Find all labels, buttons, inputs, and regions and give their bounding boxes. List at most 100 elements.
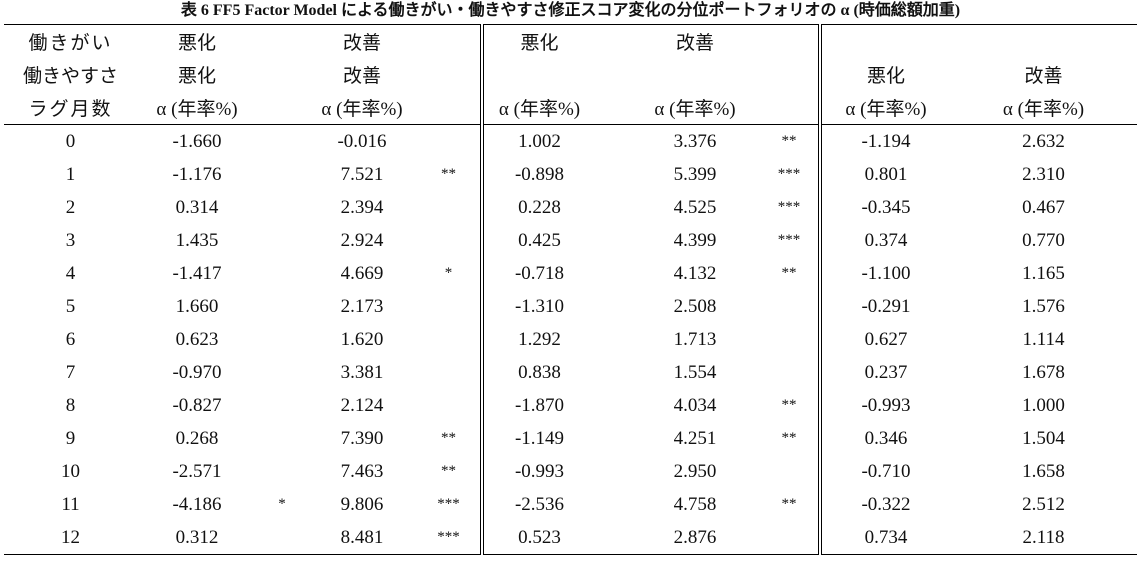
g2-right-header: 改善 (630, 24, 760, 58)
sig-c-cell (595, 257, 630, 290)
header-row-hatarakiyasusa: 働きやすさ 悪化 改善 悪化 改善 (4, 58, 1137, 91)
alpha-a-cell: -1.176 (172, 163, 222, 185)
g3-left-header (820, 24, 950, 58)
alpha-a-cell: -1.417 (172, 262, 222, 284)
sig-d-cell: *** (760, 224, 822, 257)
sig-a-cell (257, 125, 307, 159)
alpha-e-cell: 0.346 (864, 427, 908, 449)
alpha-c-cell: -0.898 (514, 163, 565, 185)
table-body: 0 -1.660 -0.016 1.002 3.376 ** -1.194 2.632 1 -1.… (4, 124, 1137, 555)
table-row: 0 -1.660 -0.016 1.002 3.376 ** -1.194 2.632 (4, 124, 1137, 159)
table-row: 1 -1.176 7.521 ** -0.898 5.399 *** 0.801 2.310 (4, 158, 1137, 191)
alpha-a-cell: -0.970 (172, 361, 222, 383)
sig-d-cell: ** (760, 124, 822, 158)
alpha-b-cell: -0.016 (337, 130, 387, 152)
lag-cell: 10 (61, 460, 80, 482)
lag-cell: 9 (65, 427, 76, 449)
table-row: 8 -0.827 2.124 -1.870 4.034 ** -0.993 1.000 (4, 389, 1137, 422)
table-row: 4 -1.417 4.669 * -0.718 4.132 ** -1.100 1.165 (4, 257, 1137, 290)
lag-cell: 7 (65, 361, 76, 383)
alpha-c-cell: -0.993 (514, 460, 565, 482)
sig-a-cell (257, 521, 307, 555)
lag-cell: 5 (65, 295, 76, 317)
alpha-c-cell: 0.425 (518, 229, 561, 251)
alpha-b-cell: 9.806 (340, 493, 384, 515)
alpha-b-cell: 4.669 (340, 262, 384, 284)
sig-d-cell: ** (760, 488, 822, 521)
alpha-e-cell: 0.237 (864, 361, 908, 383)
sig-d-cell: *** (760, 158, 822, 191)
g3-left-header-2: 悪化 (866, 66, 905, 87)
g3-right-header-2: 改善 (1024, 66, 1063, 87)
alpha-f-cell: 1.658 (1022, 460, 1065, 482)
alpha-c-cell: 1.292 (518, 328, 561, 350)
alpha-a-cell: -0.827 (172, 394, 222, 416)
sig-b-cell (417, 191, 484, 224)
alpha-e-cell: 0.801 (864, 163, 908, 185)
g1-right-header: 改善 (307, 24, 417, 58)
alpha-table: 働きがい 悪化 改善 悪化 改善 働きやすさ 悪化 改善 悪化 改善 ラ (4, 24, 1137, 555)
sig-a-cell (257, 158, 307, 191)
sig-c-cell (595, 290, 630, 323)
lag-cell: 8 (65, 394, 76, 416)
lag-cell: 4 (65, 262, 76, 284)
sig-a-cell (257, 455, 307, 488)
sig-b-cell (417, 224, 484, 257)
lag-cell: 12 (4, 521, 137, 555)
sig-b-cell: ** (417, 455, 484, 488)
sig-c-cell (595, 191, 630, 224)
alpha-f-cell: 1.678 (1022, 361, 1065, 383)
sig-d-cell (760, 521, 822, 555)
g2-left-header: 悪化 (482, 24, 595, 58)
g1-left-header-2: 悪化 (177, 66, 216, 87)
table-row: 5 1.660 2.173 -1.310 2.508 -0.291 1.576 (4, 290, 1137, 323)
sig-b-cell (417, 124, 484, 158)
sig-d-cell: ** (760, 257, 822, 290)
table-row: 3 1.435 2.924 0.425 4.399 *** 0.374 0.770 (4, 224, 1137, 257)
alpha-a-cell: 0.314 (175, 196, 219, 218)
alpha-a-cell: -1.660 (172, 130, 222, 152)
alpha-f-cell: 1.576 (1022, 295, 1065, 317)
alpha-b-cell: 8.481 (307, 521, 417, 555)
table-row: 7 -0.970 3.381 0.838 1.554 0.237 1.678 (4, 356, 1137, 389)
alpha-e-cell: 0.734 (820, 521, 950, 555)
alpha-c-cell: 0.228 (518, 196, 561, 218)
alpha-b-cell: 2.924 (340, 229, 384, 251)
alpha-header-a: α (年率%) (137, 91, 257, 125)
alpha-a-cell: -2.571 (172, 460, 222, 482)
table-row: 6 0.623 1.620 1.292 1.713 0.627 1.114 (4, 323, 1137, 356)
lag-cell: 2 (65, 196, 76, 218)
sig-a-cell (257, 422, 307, 455)
alpha-e-cell: -0.322 (861, 493, 911, 515)
alpha-b-cell: 2.173 (340, 295, 384, 317)
alpha-e-cell: -0.345 (861, 196, 911, 218)
alpha-d-cell: 4.132 (673, 262, 717, 284)
alpha-d-cell: 1.554 (673, 361, 717, 383)
alpha-header-b: α (年率%) (307, 91, 417, 125)
alpha-c-cell: -1.149 (514, 427, 565, 449)
alpha-b-cell: 2.394 (340, 196, 384, 218)
alpha-e-cell: -0.993 (861, 394, 911, 416)
header-row-lag: ラグ月数 α (年率%) α (年率%) α (年率%) α (年率%) α (… (4, 91, 1137, 125)
sig-b-cell: *** (417, 521, 484, 555)
alpha-d-cell: 4.399 (673, 229, 717, 251)
alpha-c-cell: 0.838 (518, 361, 561, 383)
sig-b-cell: ** (417, 422, 484, 455)
table-row: 12 0.312 8.481 *** 0.523 2.876 0.734 2.118 (4, 521, 1137, 555)
sig-a-cell (257, 323, 307, 356)
alpha-b-cell: 7.390 (340, 427, 384, 449)
row-label-lag: ラグ月数 (4, 91, 137, 125)
alpha-e-cell: -0.291 (861, 295, 911, 317)
sig-c-cell (595, 389, 630, 422)
sig-c-cell (595, 356, 630, 389)
table-caption: 表 6 FF5 Factor Model による働きがい・働きやすさ修正スコア変… (180, 2, 961, 19)
lag-cell: 1 (65, 163, 76, 185)
sig-a-cell (257, 224, 307, 257)
alpha-c-cell: -0.718 (514, 262, 565, 284)
alpha-table-container: 働きがい 悪化 改善 悪化 改善 働きやすさ 悪化 改善 悪化 改善 ラ (4, 24, 1137, 555)
table-row: 10 -2.571 7.463 ** -0.993 2.950 -0.710 1.658 (4, 455, 1137, 488)
alpha-e-cell: 0.374 (864, 229, 908, 251)
sig-c-cell (595, 455, 630, 488)
sig-c-cell (595, 125, 630, 159)
alpha-e-cell: -1.100 (861, 262, 911, 284)
